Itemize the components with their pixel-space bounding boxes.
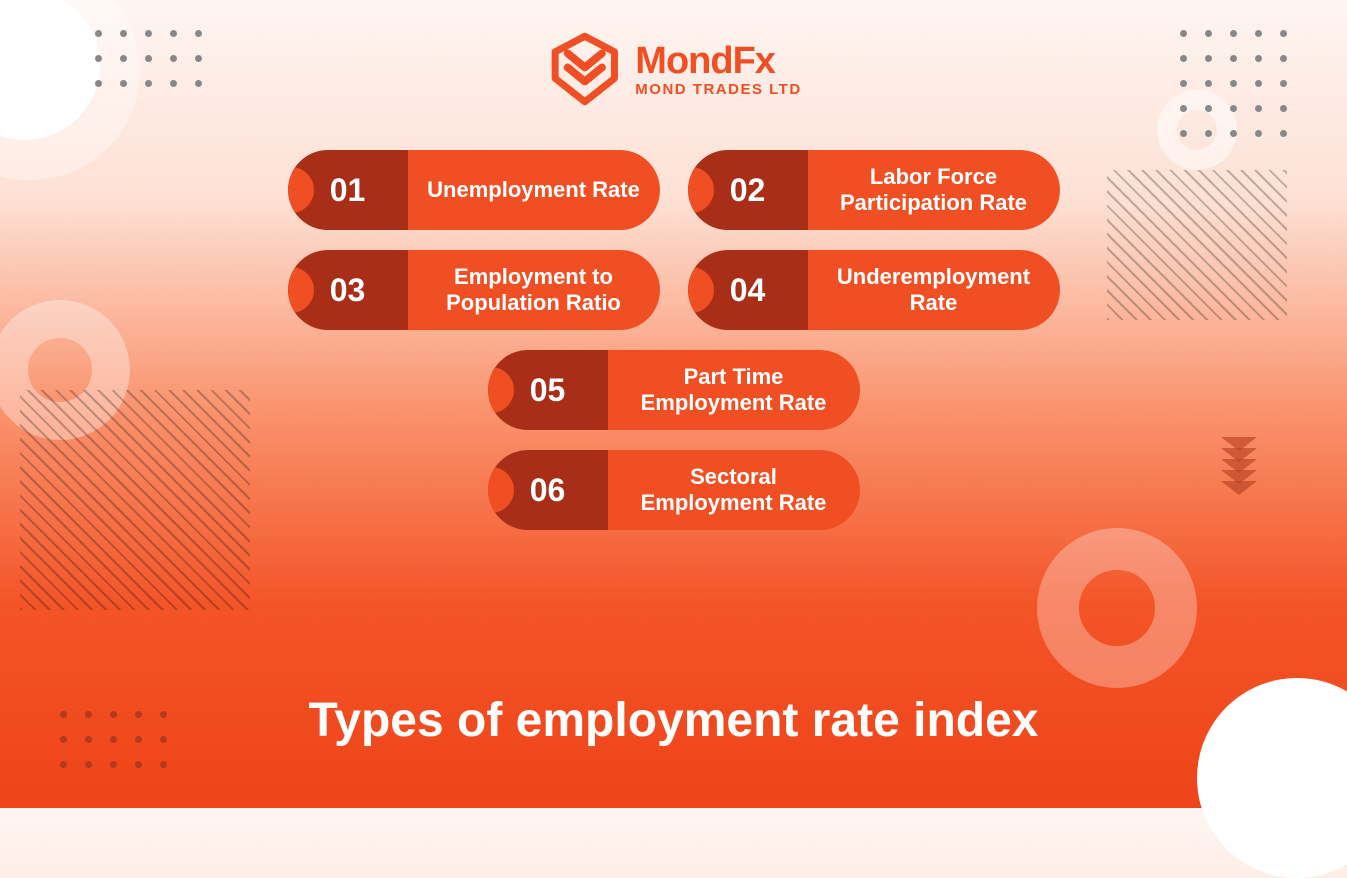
pill-number: 03 [330, 272, 366, 309]
pill-number-badge: 04 [688, 250, 808, 330]
pill-label: Part Time Employment Rate [608, 364, 860, 417]
pill-item-1: 01 Unemployment Rate [288, 150, 660, 230]
dot-grid-decoration [60, 711, 167, 768]
ring-decoration [1037, 528, 1197, 688]
pill-number-badge: 02 [688, 150, 808, 230]
pill-row: 06 Sectoral Employment Rate [284, 450, 1064, 530]
logo-title: MondFx [635, 42, 801, 80]
circle-decoration [1197, 678, 1347, 878]
pill-label: Underemployment Rate [808, 264, 1060, 317]
dot-grid-decoration [95, 30, 202, 87]
pill-label: Unemployment Rate [408, 177, 660, 203]
pill-number-badge: 03 [288, 250, 408, 330]
pill-row: 03 Employment to Population Ratio 04 Und… [284, 250, 1064, 330]
pill-item-4: 04 Underemployment Rate [688, 250, 1060, 330]
logo-subtitle: MOND TRADES LTD [635, 82, 801, 97]
logo-icon [545, 30, 623, 108]
logo-text: MondFx MOND TRADES LTD [635, 42, 801, 97]
pills-list: 01 Unemployment Rate 02 Labor Force Part… [284, 150, 1064, 550]
pill-number: 01 [330, 172, 366, 209]
logo: MondFx MOND TRADES LTD [545, 30, 801, 108]
pill-item-5: 05 Part Time Employment Rate [488, 350, 860, 430]
pill-number: 04 [730, 272, 766, 309]
chevron-arrows-decoration [1221, 440, 1257, 495]
pill-row: 01 Unemployment Rate 02 Labor Force Part… [284, 150, 1064, 230]
pill-label: Employment to Population Ratio [408, 264, 660, 317]
pill-number-badge: 01 [288, 150, 408, 230]
pill-item-2: 02 Labor Force Participation Rate [688, 150, 1060, 230]
pill-number: 02 [730, 172, 766, 209]
hatch-decoration [20, 390, 250, 610]
hatch-decoration [1107, 170, 1287, 320]
pill-label: Labor Force Participation Rate [808, 164, 1060, 217]
pill-number: 05 [530, 372, 566, 409]
pill-row: 05 Part Time Employment Rate [284, 350, 1064, 430]
pill-item-3: 03 Employment to Population Ratio [288, 250, 660, 330]
pill-number-badge: 05 [488, 350, 608, 430]
page-title: Types of employment rate index [309, 693, 1039, 748]
pill-number: 06 [530, 472, 566, 509]
pill-item-6: 06 Sectoral Employment Rate [488, 450, 860, 530]
pill-number-badge: 06 [488, 450, 608, 530]
dot-grid-decoration [1180, 30, 1287, 137]
pill-label: Sectoral Employment Rate [608, 464, 860, 517]
infographic-container: MondFx MOND TRADES LTD 01 Unemployment R… [0, 0, 1347, 808]
